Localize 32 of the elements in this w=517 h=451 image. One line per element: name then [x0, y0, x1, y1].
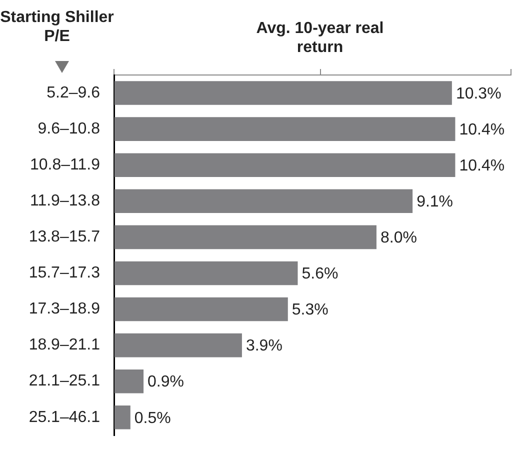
data-label: 0.9%: [148, 374, 184, 391]
data-label: 5.3%: [292, 302, 328, 319]
bar: [114, 189, 413, 214]
y-tick-label: 21.1–25.1: [28, 372, 100, 390]
bar: [114, 405, 130, 430]
x-axis-title: Avg. 10-year real return: [255, 19, 385, 57]
bar: [114, 225, 376, 250]
data-label: 10.4%: [459, 158, 505, 175]
y-tick-label: 17.3–18.9: [28, 300, 100, 318]
bar: [114, 333, 242, 358]
y-tick-label: 18.9–21.1: [28, 336, 100, 354]
bar: [114, 81, 452, 105]
bar: [114, 297, 288, 322]
y-tick-label: 13.8–15.7: [28, 228, 100, 246]
data-label: 0.5%: [134, 410, 171, 427]
bar: [114, 369, 144, 394]
bar: [114, 261, 298, 286]
y-tick-label: 9.6–10.8: [38, 120, 100, 138]
y-axis-title: Starting Shiller P/E: [0, 8, 114, 46]
data-label: 10.4%: [459, 121, 505, 138]
data-label: 10.3%: [456, 85, 502, 102]
data-label: 8.0%: [380, 230, 417, 247]
y-tick-label: 10.8–11.9: [30, 156, 100, 174]
data-label: 9.1%: [416, 194, 454, 211]
y-tick-label: 5.2–9.6: [46, 84, 100, 102]
y-tick-label: 11.9–13.8: [30, 192, 100, 210]
y-tick-label: 15.7–17.3: [28, 264, 100, 282]
data-label: 3.9%: [246, 338, 282, 355]
y-tick-label: 25.1–46.1: [28, 408, 100, 426]
bar: [114, 117, 456, 141]
bar: [114, 153, 456, 177]
data-label: 5.6%: [302, 266, 338, 283]
